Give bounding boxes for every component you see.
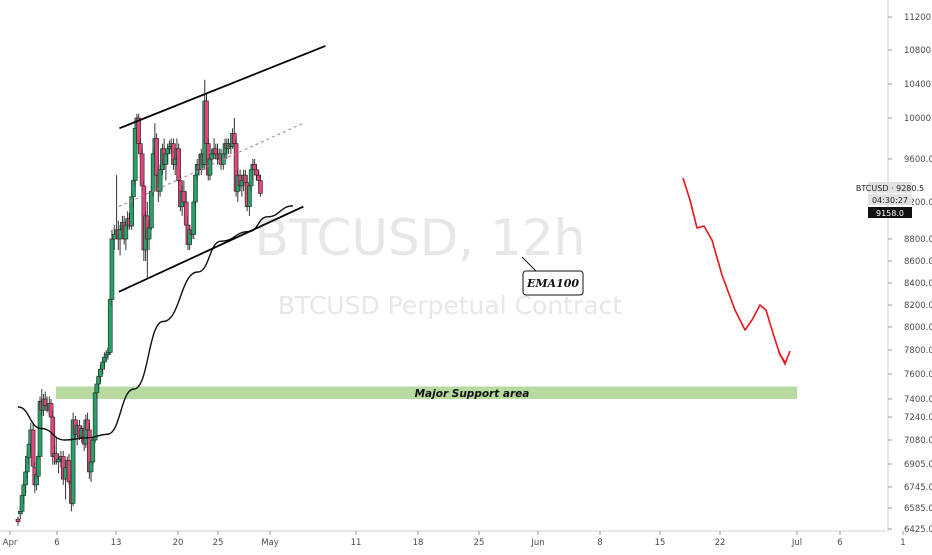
support-zone (56, 386, 797, 399)
y-tick-label: 7400.0 (904, 395, 932, 405)
x-tick-label: Jul (791, 538, 802, 548)
x-tick-label: 20 (173, 538, 184, 548)
price-tag-bg (868, 194, 912, 205)
y-tick-label: 9600.0 (904, 155, 932, 165)
candle-body (204, 100, 209, 144)
projection-arrowhead (778, 350, 791, 366)
price-tag-bg (868, 182, 912, 193)
projection-path (682, 177, 786, 363)
y-tick-label: 6585.0 (904, 504, 932, 514)
y-tick-label: 7800.0 (904, 346, 932, 356)
candle-body (35, 456, 41, 477)
candle-body (209, 153, 215, 160)
x-tick-label: 13 (111, 538, 122, 548)
channel-mid-line (118, 122, 304, 208)
candle-body (191, 201, 197, 235)
candle-body (258, 180, 263, 194)
x-tick-label: 25 (213, 538, 224, 548)
y-tick-label: 8200.0 (904, 301, 932, 311)
x-tick-label: May (261, 538, 279, 548)
x-tick-label: 15 (655, 538, 666, 548)
x-tick-label: 6 (837, 538, 842, 548)
x-tick-label: 6 (54, 538, 59, 548)
channel-top-line (119, 45, 326, 130)
watermark-symbol: BTCUSD, 12h (255, 209, 586, 267)
channel-bottom-line (118, 205, 304, 293)
candle-body (92, 392, 98, 441)
y-tick-label: 11200.0 (904, 13, 932, 23)
candle-body (56, 458, 61, 463)
support-zone-label: Major Support area (415, 388, 530, 400)
y-tick-label: 9200.0 (904, 198, 932, 208)
x-tick-label: Apr (3, 538, 18, 548)
candle-body (111, 234, 117, 240)
y-tick-label: 8400.0 (904, 279, 932, 289)
y-tick-label: 10800.0 (904, 46, 932, 56)
ema-callout-box (522, 270, 584, 296)
x-tick-label: 18 (413, 538, 424, 548)
candle-body (109, 238, 115, 300)
watermark-subtitle: BTCUSD Perpetual Contract (278, 291, 622, 320)
price-tag-label: BTCUSD · 9280.5 (856, 184, 924, 193)
candle-body (98, 368, 103, 377)
candle-body (157, 169, 163, 192)
price-tag-label: 9158.0 (876, 209, 904, 218)
candle-body (146, 227, 152, 240)
candle-body (105, 352, 111, 356)
candle-body (254, 169, 259, 176)
y-tick-label: 8600.0 (904, 257, 932, 267)
candle-body (117, 229, 123, 240)
x-tick-label: 22 (715, 538, 726, 548)
x-tick-label: 25 (474, 538, 485, 548)
y-tick-label: 7080.0 (904, 436, 932, 446)
x-tick-label: 1 (900, 538, 905, 548)
price-tag-bg (868, 207, 912, 218)
x-tick-label: Jun (530, 538, 544, 548)
y-tick-label: 6745.0 (904, 483, 932, 493)
x-tick-label: 11 (351, 538, 362, 548)
candle-body (149, 190, 154, 229)
candle-body (90, 439, 96, 463)
y-tick-label: 8800.0 (904, 235, 932, 245)
y-tick-label: 6905.0 (904, 460, 932, 470)
y-tick-label: 10000.0 (904, 114, 932, 124)
candle-body (70, 419, 76, 504)
candle-body (30, 429, 36, 467)
x-tick-label: 8 (597, 538, 602, 548)
candle-body (107, 299, 113, 353)
y-tick-label: 8000.0 (904, 323, 932, 333)
ema100-line (17, 205, 293, 441)
candle-body (15, 518, 21, 523)
y-tick-label: 7600.0 (904, 370, 932, 380)
y-tick-label: 7240.0 (904, 413, 932, 423)
y-tick-label: 6425.0 (904, 525, 932, 535)
ema-callout-label: EMA100 (526, 277, 579, 290)
candle-body (66, 460, 72, 483)
candle-body (181, 190, 187, 203)
price-tag-label: 04:30:27 (872, 196, 908, 205)
y-tick-label: 10400.0 (904, 80, 932, 90)
